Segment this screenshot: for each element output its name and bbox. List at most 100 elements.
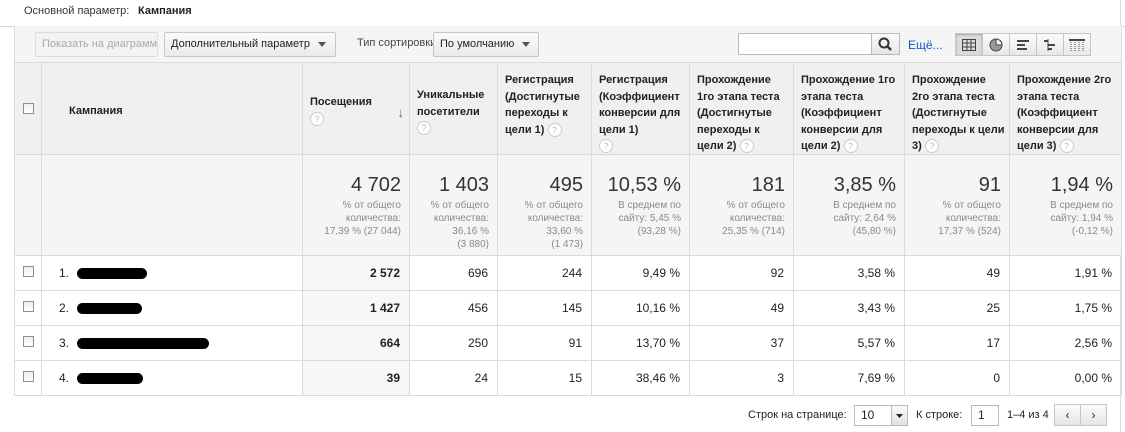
t2-goal-cell: 49 <box>904 255 1010 291</box>
t2-goal-cell: 25 <box>904 290 1010 326</box>
summary-row: 4 702 % от общего количества: 17,39 % (27 0… <box>14 154 1122 256</box>
header-label: Регистрация (Коэффициент конверсии для ц… <box>599 74 681 136</box>
summary-note: (1 473) <box>551 239 583 250</box>
search-input[interactable] <box>738 33 872 55</box>
help-icon[interactable]: ? <box>310 111 324 126</box>
primary-dimension-label: Основной параметр: <box>24 5 130 17</box>
pivot-view-button[interactable] <box>1063 33 1091 56</box>
summary-note: 17,39 % (27 044) <box>324 226 401 237</box>
row-number: 1. <box>59 266 70 280</box>
unique-cell: 250 <box>409 325 498 361</box>
summary-value: 10,53 % <box>607 174 681 196</box>
search-button[interactable] <box>871 33 900 55</box>
summary-note: В среднем по <box>833 200 896 211</box>
redacted-campaign-name[interactable] <box>77 373 144 385</box>
view-switcher <box>955 33 1091 56</box>
visits-cell: 2 572 <box>302 255 410 291</box>
summary-note: 17,37 % (524) <box>938 226 1001 237</box>
summary-note: (93,28 %) <box>637 226 681 237</box>
column-header-t2-conv[interactable]: Прохождение 2го этапа теста (Коэффициент… <box>1009 62 1122 155</box>
summary-value: 495 <box>549 174 583 196</box>
redacted-campaign-name[interactable] <box>77 338 210 350</box>
column-header-reg-goal[interactable]: Регистрация (Достигнутые переходы к цели… <box>497 62 592 155</box>
row-number: 3. <box>59 336 70 350</box>
column-header-reg-conv[interactable]: Регистрация (Коэффициент конверсии для ц… <box>591 62 690 155</box>
plot-rows-button[interactable]: Показать на диаграмме <box>35 32 158 57</box>
column-header-visits[interactable]: Посещения? ↓ <box>302 62 410 155</box>
row-checkbox[interactable] <box>22 371 34 382</box>
table-view-icon <box>962 38 976 51</box>
t1-conv-cell: 3,58 % <box>793 255 905 291</box>
help-icon[interactable]: ? <box>1059 139 1074 154</box>
secondary-dimension-label: Дополнительный параметр <box>171 38 310 50</box>
goto-row-label: К строке: <box>916 409 963 421</box>
reg-goal-cell: 15 <box>497 360 592 396</box>
help-icon[interactable]: ? <box>417 121 431 136</box>
select-all-cell <box>14 62 42 155</box>
performance-view-button[interactable] <box>1009 33 1037 56</box>
help-icon[interactable]: ? <box>599 139 613 154</box>
row-select-cell <box>14 290 42 326</box>
summary-note: количества: <box>527 213 583 224</box>
table-row[interactable]: 3. 664 250 91 13,70 % 37 5,57 % 17 2,56 … <box>14 325 1122 361</box>
chevron-down-icon <box>317 41 326 47</box>
row-checkbox[interactable] <box>22 266 34 277</box>
help-icon[interactable]: ? <box>843 139 858 154</box>
chevron-down-icon <box>522 41 531 47</box>
help-icon[interactable]: ? <box>739 139 754 154</box>
page-nav: ‹ › <box>1054 404 1107 426</box>
column-header-t1-conv[interactable]: Прохождение 1го этапа теста (Коэффициент… <box>793 62 905 155</box>
more-link[interactable]: Ещё... <box>908 38 943 52</box>
summary-t1-conv: 3,85 % В среднем по сайту: 2,64 % (45,80 %) <box>793 154 905 256</box>
visits-cell: 1 427 <box>302 290 410 326</box>
secondary-dimension-dropdown[interactable]: Дополнительный параметр <box>164 32 336 57</box>
row-select-cell <box>14 360 42 396</box>
campaign-cell: 3. <box>41 325 303 361</box>
row-checkbox[interactable] <box>22 301 34 312</box>
redacted-campaign-name[interactable] <box>77 268 148 280</box>
sort-type-label: Тип сортировки: <box>357 37 440 49</box>
primary-dimension-bar: Основной параметр: Кампания <box>0 0 1125 27</box>
comparison-view-button[interactable] <box>1036 33 1064 56</box>
column-header-unique[interactable]: Уникальные посетители ? <box>409 62 498 155</box>
header-label: Посещения <box>310 96 372 108</box>
t1-goal-cell: 49 <box>689 290 794 326</box>
pie-view-button[interactable] <box>982 33 1010 56</box>
performance-view-icon <box>1017 39 1029 50</box>
prev-page-button[interactable]: ‹ <box>1054 404 1081 426</box>
select-all-checkbox[interactable] <box>23 103 34 114</box>
summary-note: В среднем по <box>1050 200 1113 211</box>
pie-view-icon <box>989 37 1003 51</box>
summary-note: % от общего <box>430 200 489 211</box>
summary-note: (45,80 %) <box>852 226 896 237</box>
table-row[interactable]: 1. 2 572 696 244 9,49 % 92 3,58 % 49 1,9… <box>14 255 1122 291</box>
redacted-campaign-name[interactable] <box>77 303 143 315</box>
goto-row-input[interactable]: 1 <box>971 405 999 426</box>
table-view-button[interactable] <box>955 33 983 56</box>
column-header-t1-goal[interactable]: Прохождение 1го этапа теста (Достигнутые… <box>689 62 794 155</box>
next-page-button[interactable]: › <box>1080 404 1107 426</box>
column-header-campaign[interactable]: Кампания <box>41 62 303 155</box>
summary-value: 91 <box>978 174 1001 196</box>
header-label: Прохождение 2го этапа теста (Достигнутые… <box>912 74 1005 152</box>
summary-note: 33,60 % <box>546 226 583 237</box>
sort-type-dropdown[interactable]: По умолчанию <box>433 32 539 57</box>
reg-conv-cell: 9,49 % <box>591 255 690 291</box>
column-header-t2-goal[interactable]: Прохождение 2го этапа теста (Достигнутые… <box>904 62 1010 155</box>
table-row[interactable]: 4. 39 24 15 38,46 % 3 7,69 % 0 0,00 % <box>14 360 1122 396</box>
primary-dimension-value[interactable]: Кампания <box>138 5 192 17</box>
help-icon[interactable]: ? <box>924 139 939 154</box>
summary-value: 3,85 % <box>833 174 896 196</box>
help-icon[interactable]: ? <box>547 122 562 137</box>
chevron-down-icon <box>896 414 903 418</box>
unique-cell: 696 <box>409 255 498 291</box>
row-checkbox[interactable] <box>22 336 34 347</box>
summary-value: 1 403 <box>438 174 489 196</box>
summary-note: (3 880) <box>457 239 489 250</box>
rows-per-page-toggle[interactable] <box>891 405 908 426</box>
pagination-bar: Строк на странице: 10 К строке: 1 1–4 из… <box>14 397 1121 432</box>
row-select-cell <box>14 325 42 361</box>
summary-note: % от общего <box>342 200 401 211</box>
summary-t2-goal: 91 % от общего количества: 17,37 % (524) <box>904 154 1010 256</box>
table-row[interactable]: 2. 1 427 456 145 10,16 % 49 3,43 % 25 1,… <box>14 290 1122 326</box>
